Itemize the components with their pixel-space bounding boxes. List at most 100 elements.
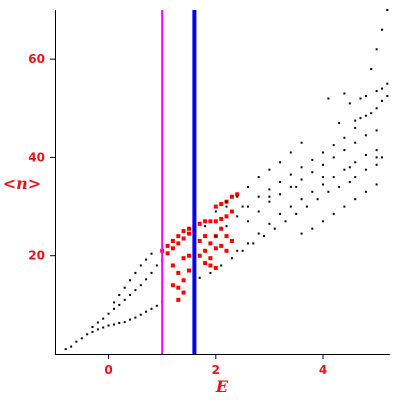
black-data-point xyxy=(155,304,158,307)
black-data-point xyxy=(343,205,346,208)
black-data-point xyxy=(75,340,78,343)
red-data-point xyxy=(176,270,181,275)
red-data-point xyxy=(213,204,218,209)
black-point-series xyxy=(64,9,389,351)
black-data-point xyxy=(91,330,94,333)
red-data-point xyxy=(224,248,229,253)
red-data-point xyxy=(181,229,186,234)
black-data-point xyxy=(364,114,367,117)
black-data-point xyxy=(96,328,99,331)
red-data-point xyxy=(170,246,175,251)
black-data-point xyxy=(381,87,383,90)
black-data-point xyxy=(268,222,271,225)
y-axis-ticks: 20 40 60 xyxy=(28,52,55,263)
black-data-point xyxy=(113,323,115,326)
black-data-point xyxy=(359,117,362,120)
red-data-point xyxy=(219,216,224,221)
black-data-point xyxy=(257,195,260,198)
black-data-point xyxy=(311,171,314,174)
black-data-point xyxy=(150,271,153,274)
black-data-point xyxy=(332,156,335,159)
black-data-point xyxy=(129,279,131,282)
black-data-point xyxy=(214,210,217,213)
black-data-point xyxy=(279,212,282,215)
black-data-point xyxy=(118,322,121,324)
y-tick-label: 60 xyxy=(28,52,45,66)
black-data-point xyxy=(129,318,131,321)
black-data-point xyxy=(375,90,378,93)
black-data-point xyxy=(386,9,389,11)
black-data-point xyxy=(145,278,148,281)
black-data-point xyxy=(279,161,282,164)
black-data-point xyxy=(311,158,314,161)
black-data-point xyxy=(86,333,89,336)
black-data-point xyxy=(236,215,239,218)
red-data-point xyxy=(208,263,213,268)
black-data-point xyxy=(327,190,330,193)
x-tick-label: 0 xyxy=(104,363,112,377)
red-data-point xyxy=(165,251,170,256)
black-data-point xyxy=(322,163,324,166)
black-data-point xyxy=(268,168,271,171)
black-data-point xyxy=(364,95,367,97)
black-data-point xyxy=(236,249,239,252)
black-data-point xyxy=(150,252,153,255)
black-data-point xyxy=(123,298,126,301)
black-data-point xyxy=(311,190,314,193)
black-data-point xyxy=(150,307,153,310)
black-data-point xyxy=(123,321,126,324)
y-tick-label: 40 xyxy=(28,150,45,164)
black-data-point xyxy=(375,183,378,186)
black-data-point xyxy=(252,242,255,245)
red-data-point xyxy=(224,214,229,219)
red-data-point xyxy=(176,234,181,239)
black-data-point xyxy=(332,176,335,179)
black-data-point xyxy=(381,156,383,159)
red-data-point xyxy=(197,239,202,243)
black-data-point xyxy=(107,324,110,327)
black-data-point xyxy=(134,271,137,274)
black-data-point xyxy=(102,326,105,329)
black-data-point xyxy=(354,198,357,201)
red-data-point xyxy=(208,241,213,246)
black-data-point xyxy=(273,227,276,230)
red-data-point xyxy=(170,239,175,243)
black-data-point xyxy=(284,220,287,223)
black-data-point xyxy=(300,232,303,235)
black-data-point xyxy=(386,82,389,85)
red-data-point xyxy=(229,239,234,243)
black-data-point xyxy=(343,136,346,139)
black-data-point xyxy=(354,119,357,122)
black-data-point xyxy=(279,181,282,183)
black-data-point xyxy=(348,166,351,169)
black-data-point xyxy=(113,301,115,304)
red-data-point xyxy=(229,209,234,214)
black-data-point xyxy=(96,321,99,324)
black-data-point xyxy=(332,212,335,215)
red-data-point xyxy=(213,266,218,270)
black-data-point xyxy=(225,205,228,208)
red-data-point xyxy=(235,192,240,197)
y-axis-title: <n> xyxy=(3,174,41,193)
black-data-point xyxy=(145,310,148,313)
black-data-point xyxy=(289,185,292,188)
black-data-point xyxy=(300,141,303,144)
red-data-point xyxy=(181,278,186,283)
black-data-point xyxy=(295,212,298,215)
black-data-point xyxy=(134,316,137,319)
red-data-point xyxy=(176,241,181,246)
red-data-point xyxy=(187,226,191,231)
black-data-point xyxy=(311,227,314,230)
black-data-point xyxy=(300,198,303,201)
black-data-point xyxy=(322,220,324,223)
black-data-point xyxy=(327,97,330,100)
black-data-point xyxy=(214,235,217,238)
black-data-point xyxy=(354,141,357,144)
black-data-point xyxy=(322,183,324,186)
black-data-point xyxy=(139,313,142,316)
black-data-point xyxy=(375,107,378,110)
black-data-point xyxy=(123,286,126,289)
x-axis-title: E xyxy=(215,377,229,396)
black-data-point xyxy=(343,92,346,95)
black-data-point xyxy=(295,185,298,188)
